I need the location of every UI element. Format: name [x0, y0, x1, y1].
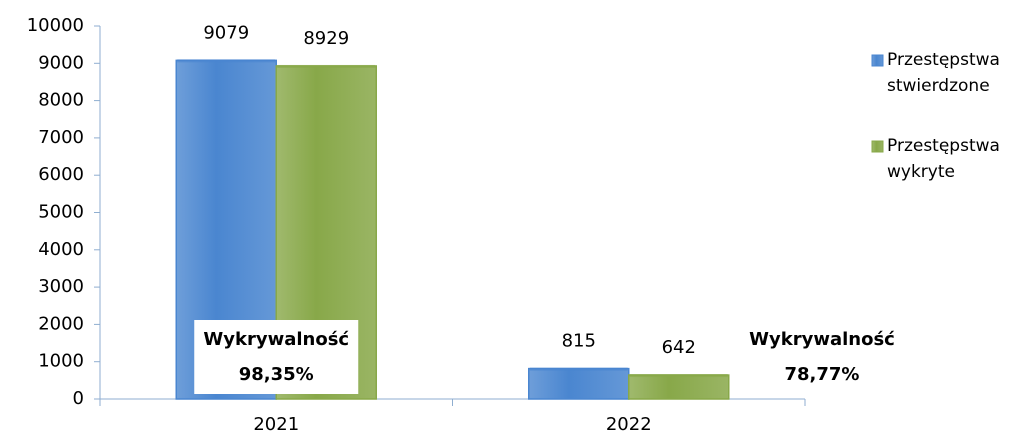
annotation: 98,35% [239, 364, 314, 385]
bar-top [629, 374, 728, 378]
y-tick-label: 0 [73, 388, 84, 409]
y-tick-label: 4000 [38, 239, 84, 260]
value-label: 815 [562, 331, 596, 352]
annotation-box [194, 320, 359, 394]
bar-top [277, 64, 376, 68]
y-tick-label: 1000 [38, 351, 84, 372]
value-label: 8929 [303, 28, 349, 49]
annotation: 78,77% [785, 364, 860, 385]
y-tick-label: 2000 [38, 313, 84, 334]
annotation: Wykrywalność [749, 329, 895, 350]
y-tick-label: 3000 [38, 276, 84, 297]
x-tick-label: 2022 [606, 414, 652, 435]
y-tick-label: 7000 [38, 127, 84, 148]
y-tick-label: 6000 [38, 164, 84, 185]
x-tick-label: 2021 [253, 414, 299, 435]
bar [628, 374, 730, 400]
value-label: 9079 [203, 22, 249, 43]
legend-swatch [871, 54, 884, 67]
legend-label: Przestępstwa stwierdzone [887, 50, 1000, 96]
y-tick-label: 9000 [38, 52, 84, 73]
y-tick-label: 5000 [38, 202, 84, 223]
legend-label: Przestępstwa wykryte [887, 136, 1000, 182]
legend-swatch [871, 140, 884, 153]
annotation: Wykrywalność [203, 329, 349, 350]
value-label: 642 [662, 337, 696, 358]
bar-top [529, 367, 628, 371]
y-tick-label: 10000 [27, 15, 84, 36]
bar-top [177, 59, 276, 63]
bar [528, 367, 630, 400]
y-tick-label: 8000 [38, 90, 84, 111]
